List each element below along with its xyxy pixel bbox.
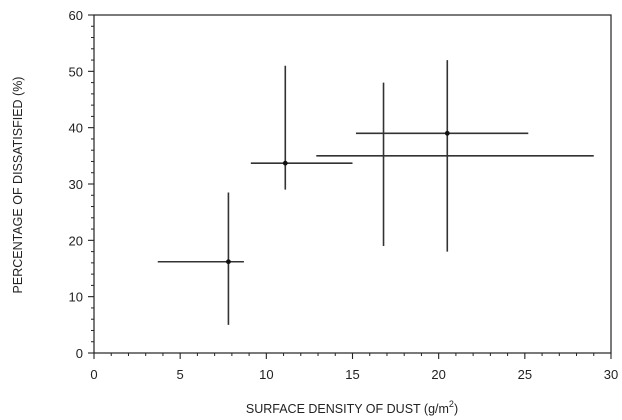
data-point-4 xyxy=(355,60,529,252)
y-tick-label: 60 xyxy=(69,8,83,23)
y-tick-labels: 0 10 20 30 40 50 60 xyxy=(69,8,83,361)
y-tick-label: 40 xyxy=(69,121,83,136)
x-tick-label: 15 xyxy=(345,367,359,382)
x-tick-label: 25 xyxy=(518,367,532,382)
y-tick-label: 50 xyxy=(69,64,83,79)
x-tick-label: 10 xyxy=(259,367,273,382)
x-tick-labels: 0 5 10 15 20 25 30 xyxy=(90,367,618,382)
point-marker xyxy=(444,130,450,136)
data-point-1 xyxy=(157,192,244,325)
data-marks xyxy=(157,60,594,325)
y-tick-label: 10 xyxy=(69,290,83,305)
x-axis-label: SURFACE DENSITY OF DUST (g/m2) xyxy=(246,399,458,416)
axis-ticks xyxy=(88,14,612,359)
y-tick-label: 20 xyxy=(69,233,83,248)
point-marker xyxy=(282,160,288,166)
data-point-2 xyxy=(250,65,353,190)
y-tick-label: 0 xyxy=(76,346,83,361)
point-marker xyxy=(226,259,231,265)
x-tick-label: 30 xyxy=(604,367,618,382)
data-point-3 xyxy=(316,82,594,246)
x-tick-label: 5 xyxy=(177,367,184,382)
plot-frame xyxy=(93,14,612,354)
x-tick-label: 0 xyxy=(90,367,97,382)
y-axis-label: PERCENTAGE OF DISSATISFIED (%) xyxy=(11,77,25,294)
x-tick-label: 20 xyxy=(431,367,445,382)
y-tick-label: 30 xyxy=(69,177,83,192)
